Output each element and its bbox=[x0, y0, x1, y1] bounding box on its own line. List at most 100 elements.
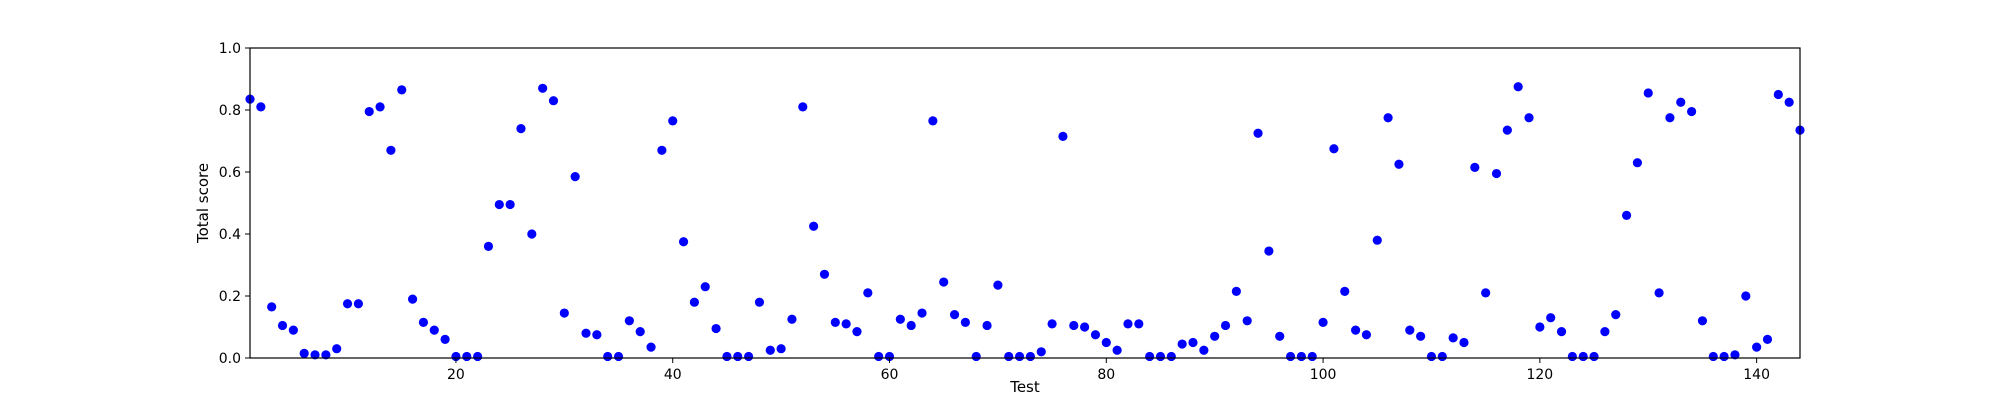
data-point bbox=[538, 83, 548, 93]
data-point bbox=[787, 314, 797, 324]
data-point bbox=[1004, 351, 1014, 362]
data-point bbox=[1047, 319, 1057, 329]
data-point bbox=[473, 351, 483, 362]
data-point bbox=[1730, 350, 1740, 360]
data-point bbox=[657, 145, 667, 155]
data-point bbox=[776, 344, 786, 354]
data-point bbox=[548, 96, 559, 106]
data-point bbox=[462, 351, 472, 362]
data-point bbox=[895, 314, 905, 324]
data-point bbox=[1340, 286, 1350, 296]
data-point bbox=[451, 351, 461, 362]
data-point bbox=[733, 351, 743, 362]
data-point bbox=[527, 229, 537, 239]
data-point bbox=[1448, 333, 1458, 343]
data-point bbox=[700, 282, 710, 292]
data-point bbox=[754, 297, 765, 307]
data-point bbox=[1058, 131, 1068, 141]
data-point bbox=[559, 308, 569, 318]
data-point bbox=[299, 348, 309, 358]
data-point bbox=[1416, 331, 1426, 341]
x-tick-label: 20 bbox=[447, 367, 465, 383]
y-tick-label: 0.2 bbox=[219, 289, 241, 305]
data-point bbox=[418, 317, 429, 327]
data-point bbox=[1502, 125, 1512, 135]
data-point bbox=[744, 351, 754, 362]
data-point bbox=[765, 345, 775, 355]
data-point bbox=[375, 102, 385, 112]
data-point bbox=[830, 317, 840, 327]
data-point bbox=[1470, 162, 1480, 172]
data-point bbox=[1578, 351, 1588, 362]
data-point bbox=[1296, 351, 1306, 362]
data-point bbox=[1014, 351, 1025, 362]
data-point bbox=[1080, 322, 1090, 332]
data-point bbox=[1654, 288, 1664, 298]
data-point bbox=[1697, 316, 1708, 326]
data-point bbox=[1546, 313, 1556, 323]
data-point bbox=[353, 299, 363, 309]
data-point bbox=[1372, 235, 1382, 245]
x-axis-label: Test bbox=[1009, 378, 1040, 396]
data-point bbox=[939, 277, 949, 287]
data-point bbox=[1166, 351, 1176, 362]
data-point bbox=[1285, 351, 1296, 362]
data-point bbox=[288, 325, 298, 335]
data-point bbox=[1481, 288, 1491, 298]
data-point bbox=[1762, 334, 1773, 344]
data-point bbox=[1036, 347, 1046, 357]
data-point bbox=[635, 327, 645, 337]
data-point bbox=[971, 351, 981, 362]
data-point bbox=[819, 269, 830, 279]
data-point bbox=[1383, 113, 1393, 123]
data-point bbox=[1253, 128, 1263, 138]
data-point bbox=[1275, 331, 1285, 341]
data-point bbox=[928, 116, 938, 126]
data-point bbox=[689, 297, 700, 307]
data-point bbox=[1621, 210, 1632, 220]
data-point bbox=[310, 350, 320, 360]
data-point bbox=[917, 308, 927, 318]
data-point bbox=[1665, 113, 1675, 123]
data-point bbox=[624, 316, 634, 326]
data-point bbox=[1025, 351, 1036, 362]
y-tick-label: 0.8 bbox=[219, 103, 241, 119]
data-point bbox=[1491, 168, 1502, 179]
data-point bbox=[1513, 82, 1523, 92]
data-point bbox=[1112, 345, 1122, 355]
data-point bbox=[256, 102, 266, 112]
data-point bbox=[1708, 351, 1718, 362]
data-point bbox=[1177, 339, 1187, 349]
data-point bbox=[603, 351, 613, 362]
data-point bbox=[1567, 351, 1577, 362]
data-point bbox=[397, 85, 407, 95]
data-point bbox=[1535, 322, 1545, 332]
data-point bbox=[1220, 320, 1231, 331]
data-point bbox=[483, 241, 494, 251]
data-point bbox=[1600, 327, 1610, 337]
x-tick-label: 80 bbox=[1097, 367, 1115, 383]
y-tick-label: 1.0 bbox=[219, 41, 241, 57]
data-point bbox=[332, 344, 342, 354]
data-point bbox=[1524, 113, 1534, 123]
x-tick-label: 120 bbox=[1526, 367, 1553, 383]
y-tick-label: 0.0 bbox=[219, 351, 241, 367]
x-tick-label: 40 bbox=[664, 367, 682, 383]
data-point bbox=[1459, 337, 1469, 348]
y-axis-ticks: 0.0 0.2 0.4 0.6 0.8 1.0 bbox=[219, 41, 250, 367]
data-point bbox=[711, 323, 721, 334]
data-point bbox=[1632, 158, 1643, 168]
data-point bbox=[1556, 327, 1567, 337]
data-point bbox=[1199, 345, 1209, 355]
x-tick-label: 60 bbox=[881, 367, 899, 383]
y-tick-label: 0.4 bbox=[219, 227, 241, 243]
data-point bbox=[581, 328, 591, 338]
data-point bbox=[949, 310, 960, 320]
data-point bbox=[1687, 106, 1697, 117]
data-point bbox=[1318, 317, 1328, 327]
data-point bbox=[960, 317, 970, 327]
data-point bbox=[1589, 351, 1599, 362]
data-point bbox=[982, 320, 992, 331]
plot-area-frame bbox=[249, 47, 1801, 359]
